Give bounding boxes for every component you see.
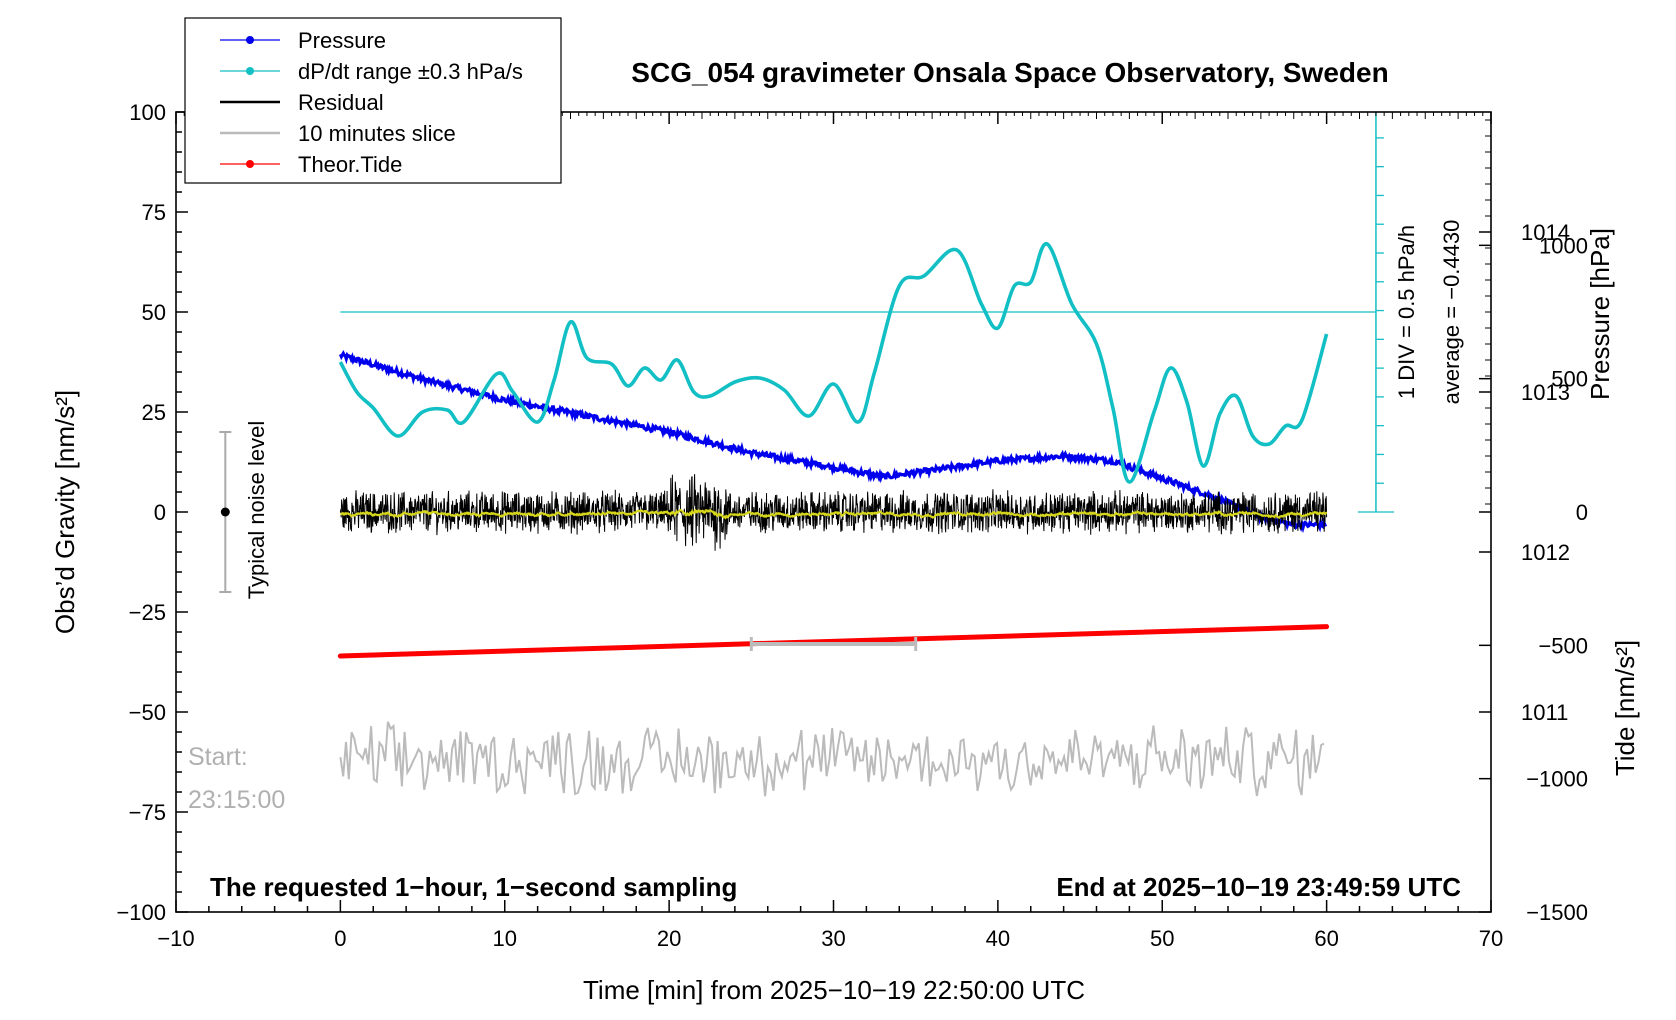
data-series-layer (337, 112, 1394, 797)
y-axis-label-gravity: Obs’d Gravity [nm/s²] (50, 390, 80, 634)
legend-label: 10 minutes slice (298, 121, 456, 146)
chart-title: SCG_054 gravimeter Onsala Space Observat… (631, 57, 1388, 88)
plot-frame (175, 111, 1492, 913)
x-tick-label: 10 (493, 926, 517, 951)
x-tick-label: 60 (1314, 926, 1338, 951)
y-tick-label: 75 (142, 200, 166, 225)
y-tick-label: 25 (142, 400, 166, 425)
y-tick-label: −25 (129, 600, 166, 625)
ten-minute-slice-bracket (749, 637, 918, 651)
legend-swatch-marker (246, 67, 254, 75)
legend-label: dP/dt range ±0.3 hPa/s (298, 59, 523, 84)
tide-tick-label: −1000 (1526, 767, 1588, 792)
legend-label: Pressure (298, 28, 386, 53)
y-tick-label: 50 (142, 300, 166, 325)
noise-center-dot (220, 507, 230, 517)
residual-line (339, 474, 1328, 551)
y-tick-label: −100 (116, 900, 166, 925)
residual-smoothed-line (340, 508, 1328, 520)
pressure-line (338, 349, 1328, 534)
pressure-tick-label: 1013 (1521, 380, 1570, 405)
tide-tick-label: 500 (1551, 367, 1588, 392)
legend-entries: Pressure dP/dt range ±0.3 hPa/s Residual 10… (220, 28, 523, 177)
y-tick-label: 0 (154, 500, 166, 525)
average-label: average = −0.4430 (1439, 220, 1464, 405)
legend-box (184, 17, 562, 184)
x-tick-label: 40 (986, 926, 1010, 951)
tide-tick-label: −500 (1538, 633, 1588, 658)
legend-label: Residual (298, 90, 384, 115)
x-tick-label: 0 (334, 926, 346, 951)
start-label: Start: (188, 743, 248, 771)
x-tick-label: 70 (1479, 926, 1503, 951)
pressure-tick-label: 1011 (1521, 700, 1568, 725)
pressure-tick-label: 1012 (1521, 540, 1570, 565)
x-tick-label: −10 (157, 926, 194, 951)
y-axis-label-tide: Tide [nm/s²] (1610, 640, 1640, 776)
start-time: 23:15:00 (188, 786, 285, 814)
tide-tick-label: 1000 (1539, 233, 1588, 258)
x-tick-label: 20 (657, 926, 681, 951)
y-axis-label-pressure: Pressure [hPa] (1585, 228, 1615, 400)
x-axis-label: Time [min] from 2025−10−19 22:50:00 UTC (583, 975, 1085, 1005)
legend-swatch-marker (246, 36, 254, 44)
y-tick-label: −50 (129, 700, 166, 725)
legend-label: Theor.Tide (298, 152, 402, 177)
theoretical-tide-line (337, 624, 1330, 659)
legend-swatch-marker (246, 160, 254, 168)
footer-left: The requested 1−hour, 1−second sampling (210, 872, 737, 902)
y-tick-label: −75 (129, 800, 166, 825)
tide-tick-label: 0 (1576, 500, 1588, 525)
ten-minute-slice-line (339, 721, 1325, 797)
tide-tick-label: −1500 (1526, 900, 1588, 925)
div-label: 1 DIV = 0.5 hPa/h (1394, 225, 1419, 399)
pressure-tick-label: 1014 (1521, 220, 1570, 245)
legend: Pressure dP/dt range ±0.3 hPa/s Residual 10… (184, 17, 562, 184)
dpdt-line (338, 242, 1329, 484)
footer-right: End at 2025−10−19 23:49:59 UTC (1056, 872, 1461, 902)
x-tick-label: 50 (1150, 926, 1174, 951)
y-tick-label: 100 (129, 100, 166, 125)
x-tick-label: 30 (821, 926, 845, 951)
typical-noise-marker (219, 431, 232, 593)
noise-level-label: Typical noise level (244, 421, 269, 600)
